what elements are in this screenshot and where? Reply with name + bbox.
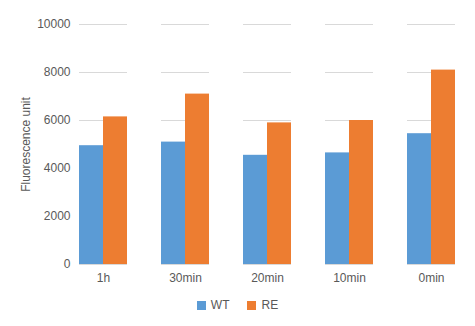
svg-text:2000: 2000 [44, 209, 71, 223]
svg-text:1h: 1h [97, 271, 110, 285]
svg-text:0min: 0min [418, 271, 444, 285]
svg-text:4000: 4000 [44, 161, 71, 175]
svg-text:20min: 20min [251, 271, 284, 285]
svg-text:30min: 30min [169, 271, 202, 285]
html-text:WT: WT [210, 298, 230, 312]
svg-text:6000: 6000 [44, 113, 71, 127]
html-text:RE: RE [261, 298, 279, 312]
svg-text:Fluorescence unit: Fluorescence unit [19, 96, 33, 191]
svg-text:8000: 8000 [44, 65, 71, 79]
svg-text:10min: 10min [333, 271, 366, 285]
svg-text:10000: 10000 [37, 17, 71, 31]
svg-text:0: 0 [64, 257, 71, 271]
